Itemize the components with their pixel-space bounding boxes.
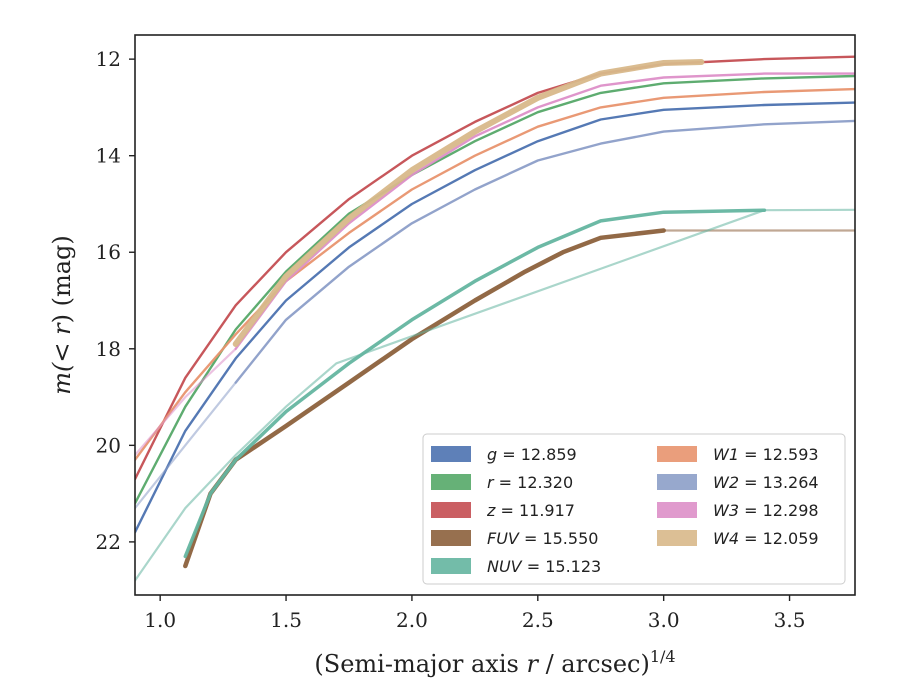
legend-label-z: z = 11.917 bbox=[486, 501, 575, 520]
legend-label-fuv: FUV = 15.550 bbox=[487, 529, 598, 548]
legend-box bbox=[422, 433, 846, 585]
y-tick-label: 16 bbox=[96, 240, 121, 264]
y-tick-label: 12 bbox=[96, 47, 121, 71]
legend-label-nuv: NUV = 15.123 bbox=[487, 557, 601, 576]
series-g-line bbox=[135, 101, 855, 534]
x-axis-label: (Semi-major axis r / arcsec)1/4 bbox=[314, 647, 675, 678]
legend-swatch-w2 bbox=[657, 474, 697, 490]
legend-label-w1: W1 = 12.593 bbox=[713, 445, 819, 464]
legend-label-w2: W2 = 13.264 bbox=[713, 473, 819, 492]
legend-swatch-r bbox=[431, 474, 471, 490]
y-axis-ticks: 12 14 16 18 20 22 bbox=[96, 47, 135, 554]
y-tick-label: 20 bbox=[96, 433, 121, 457]
legend-label-w4: W4 = 12.059 bbox=[713, 529, 819, 548]
legend-swatch-w1 bbox=[657, 446, 697, 462]
legend-swatch-z bbox=[431, 502, 471, 518]
series-w2-extrapolated-line bbox=[135, 381, 237, 510]
x-tick-label: 1.5 bbox=[270, 608, 302, 632]
y-tick-label: 14 bbox=[96, 144, 121, 168]
legend-label-r: r = 12.320 bbox=[487, 473, 573, 492]
y-tick-label: 22 bbox=[96, 530, 121, 554]
legend-swatch-fuv bbox=[431, 530, 471, 546]
x-tick-label: 1.0 bbox=[144, 608, 176, 632]
series-w1-line bbox=[135, 87, 855, 461]
series-layer bbox=[135, 55, 855, 582]
x-axis-ticks: 1.0 1.5 2.0 2.5 3.0 3.5 bbox=[144, 595, 805, 632]
legend-swatch-w4 bbox=[657, 530, 697, 546]
x-tick-label: 2.0 bbox=[396, 608, 428, 632]
legend-label-g: g = 12.859 bbox=[487, 445, 577, 464]
legend-swatch-g bbox=[431, 446, 471, 462]
legend-items: g = 12.859 r = 12.320 z = 11.917 FUV = 15.5… bbox=[431, 445, 819, 576]
x-tick-label: 3.5 bbox=[774, 608, 806, 632]
plot-frame bbox=[134, 34, 856, 596]
legend-swatch-w3 bbox=[657, 502, 697, 518]
series-w2-line bbox=[234, 119, 855, 384]
legend-label-w3: W3 = 12.298 bbox=[713, 501, 819, 520]
series-w3-line bbox=[234, 72, 855, 350]
series-w3-extrapolated-line bbox=[135, 347, 237, 457]
x-tick-label: 2.5 bbox=[522, 608, 554, 632]
y-tick-label: 18 bbox=[96, 337, 121, 361]
series-nuv-line bbox=[183, 208, 767, 559]
series-w4-line bbox=[232, 59, 705, 347]
legend-swatch-nuv bbox=[431, 558, 471, 574]
legend: g = 12.859 r = 12.320 z = 11.917 FUV = 15.5… bbox=[422, 433, 846, 585]
y-axis-label: m(< r) (mag) bbox=[48, 235, 76, 395]
x-tick-label: 3.0 bbox=[648, 608, 680, 632]
